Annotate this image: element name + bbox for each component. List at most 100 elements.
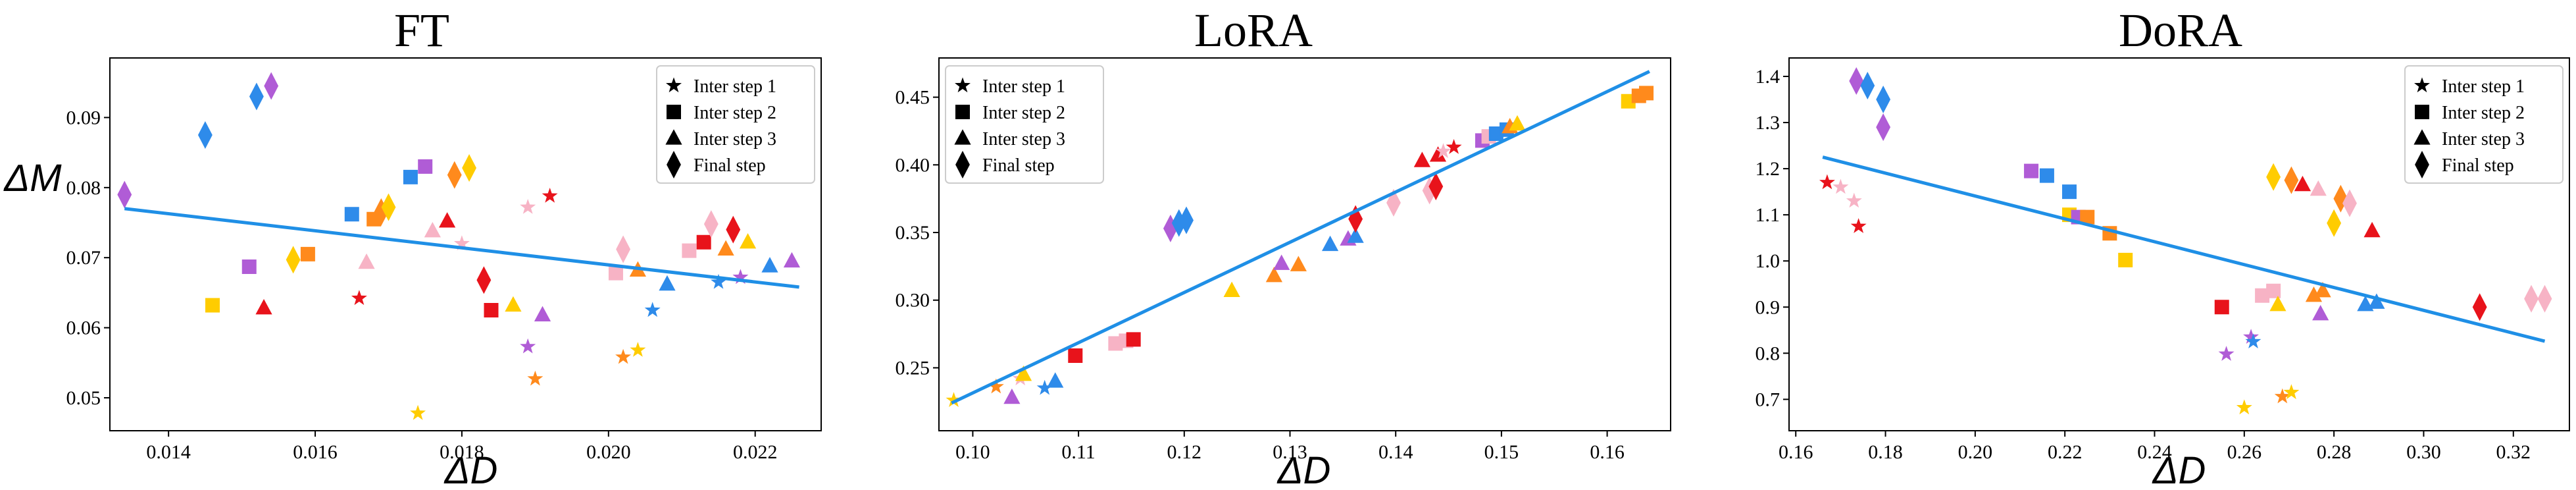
data-point-diamond [2327, 209, 2342, 237]
x-tick-label: 0.10 [955, 441, 990, 463]
data-point-diamond [117, 180, 132, 209]
data-point-star [711, 273, 726, 289]
y-ticks-ft: 0.05 0.06 0.07 0.08 0.09 [66, 107, 110, 409]
data-point-triangle [1347, 227, 1364, 243]
x-tick-label: 0.16 [1590, 441, 1625, 463]
data-point-diamond [2284, 166, 2299, 194]
data-point-diamond [703, 210, 719, 238]
data-point-square [1126, 332, 1141, 347]
data-point-triangle [2269, 295, 2286, 312]
data-point-square [484, 303, 499, 318]
data-point-square [608, 265, 623, 281]
legend-lora: Inter step 1 Inter step 2 Inter step 3 Fina… [945, 65, 1104, 184]
data-point-star [1832, 178, 1849, 194]
data-point-square [300, 246, 315, 261]
data-point-diamond [1179, 206, 1194, 234]
data-point-square [2266, 283, 2281, 298]
y-tick-label: 0.45 [896, 87, 930, 109]
data-point-triangle [358, 253, 375, 269]
data-point-diamond [1163, 214, 1178, 242]
data-point-triangle [505, 296, 522, 312]
data-point-star [1850, 218, 1867, 233]
data-point-diamond [1876, 113, 1891, 142]
trend-line-ft [124, 207, 799, 289]
legend-label: Inter step 3 [2442, 129, 2525, 150]
y-tick-label: 0.25 [896, 357, 930, 379]
data-point-square [2214, 300, 2229, 315]
data-point-diamond [2342, 189, 2357, 217]
data-point-star [946, 392, 962, 407]
data-point-triangle [2305, 286, 2323, 302]
data-point-triangle [659, 275, 676, 291]
data-point-triangle [2294, 175, 2311, 192]
data-point-triangle [783, 252, 801, 268]
data-point-star [1036, 379, 1053, 395]
data-point-triangle [1321, 235, 1339, 252]
data-point-triangle [1413, 151, 1430, 167]
data-point-star [644, 302, 661, 317]
data-point-triangle [534, 306, 551, 322]
data-point-diamond [1849, 67, 1864, 95]
x-tick-label: 0.15 [1484, 441, 1519, 463]
legend-label: Final step [982, 155, 1055, 176]
data-point-star [1446, 139, 1462, 154]
legend-frame [945, 65, 1104, 184]
y-tick-label: 0.7 [1755, 389, 1780, 410]
data-points-dora [1819, 67, 2552, 415]
data-point-diamond [1422, 177, 1437, 205]
data-point-triangle [1265, 266, 1282, 283]
data-point-star [630, 342, 646, 357]
legend-label: Inter step 2 [2442, 103, 2525, 123]
y-tick-label: 0.09 [66, 107, 101, 128]
chart-title-lora: LoRA [1194, 4, 1313, 57]
data-point-star [1435, 143, 1452, 158]
legend-label: Inter step 1 [694, 76, 776, 97]
x-tick-label: 0.28 [2317, 441, 2352, 463]
data-point-diamond [1860, 72, 1875, 100]
data-point-square [241, 259, 257, 275]
data-point-diamond [476, 266, 492, 294]
y-tick-label: 0.05 [66, 387, 101, 409]
x-tick-label: 0.018 [440, 441, 484, 463]
y-tick-label: 0.07 [66, 247, 101, 269]
data-point-star [453, 235, 470, 251]
data-point-star [2245, 333, 2261, 348]
data-point-triangle [1003, 388, 1021, 404]
y-tick-label: 0.08 [66, 177, 101, 199]
data-point-square [2039, 168, 2054, 183]
data-point-diamond [1876, 86, 1891, 114]
data-point-square [403, 169, 418, 184]
legend-marker-diamond [667, 151, 681, 178]
x-tick-label: 0.14 [1378, 441, 1413, 463]
data-point-triangle [1429, 146, 1447, 162]
legend-label: Inter step 2 [982, 103, 1065, 123]
data-point-triangle [1290, 256, 1307, 271]
data-point-diamond [726, 215, 741, 244]
plot-frame-ft [109, 57, 822, 431]
data-point-star [2218, 346, 2235, 361]
legend-label: Final step [694, 155, 766, 176]
y-tick-label: 1.4 [1755, 66, 1780, 88]
legend-label: Inter step 3 [982, 129, 1065, 150]
data-point-triangle [2363, 221, 2381, 238]
data-point-square [1639, 86, 1654, 101]
y-tick-label: 0.35 [896, 222, 930, 244]
x-tick-label: 0.16 [1779, 441, 1813, 463]
chart-panel-lora: LoRA 0.10 0.11 0.12 0.13 0.14 0.15 0.16 0.250.… [896, 4, 1671, 490]
y-ticks-dora: 0.7 0.8 0.9 1.0 1.1 1.2 1.3 1.4 [1755, 66, 1789, 410]
data-point-triangle [424, 221, 441, 238]
data-point-triangle [1047, 372, 1064, 388]
trend-line-dora [1822, 155, 2546, 343]
data-point-star [1819, 174, 1835, 190]
data-point-star [351, 290, 367, 306]
data-point-triangle [761, 257, 778, 273]
data-point-diamond [447, 161, 462, 189]
trend-line-lora [951, 70, 1650, 405]
data-point-diamond [2537, 285, 2552, 313]
x-tick-label: 0.20 [1958, 441, 1993, 463]
legend-dora: Inter step 1 Inter step 2 Inter step 3 Fina… [2404, 65, 2563, 184]
data-point-triangle [1223, 281, 1240, 297]
x-tick-label: 0.18 [1868, 441, 1903, 463]
legend-marker-square [667, 105, 681, 119]
data-point-diamond [197, 121, 213, 150]
